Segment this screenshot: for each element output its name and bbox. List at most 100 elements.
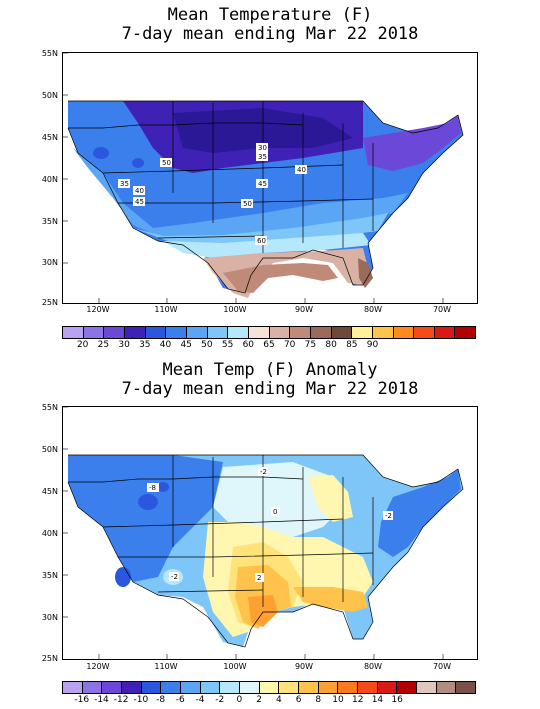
colorbar-label: 14 (371, 695, 384, 705)
colorbar-label: 12 (351, 695, 364, 705)
colorbar-cell (352, 327, 373, 338)
contour-label: 50 (243, 200, 252, 208)
lat-label: 35N (41, 217, 58, 226)
colorbar-label: -12 (113, 695, 129, 705)
colorbar-cell (417, 682, 437, 693)
colorbar-label: 0 (236, 695, 243, 705)
contour-label: -2 (385, 512, 392, 520)
lat-label: 30N (41, 613, 58, 622)
colorbar-cell (63, 682, 83, 693)
contour-label: 40 (135, 187, 144, 195)
colorbar-cell (141, 682, 162, 693)
colorbar-cell (299, 682, 319, 693)
lat-label: 40N (41, 175, 58, 184)
colorbar-label: 70 (283, 340, 296, 350)
colorbar-cell (331, 327, 353, 338)
bottom-colorbar-labels: -16 -14 -12 -10 -8 -6 -4 -2 0 2 4 6 8 10 12 14 16 (62, 695, 476, 707)
colorbar-cell (82, 682, 103, 693)
colorbar-cell (414, 327, 435, 338)
colorbar-label: 8 (315, 695, 322, 705)
colorbar-label: 35 (139, 340, 151, 350)
top-map-coastlines (67, 100, 464, 294)
bottom-map-ticks (63, 407, 444, 659)
colorbar-cell (290, 327, 311, 338)
colorbar-label: -6 (175, 695, 185, 705)
top-map-title-line2: 7-day mean ending Mar 22 2018 (121, 24, 419, 44)
lon-label: 110W (154, 662, 178, 671)
colorbar-label: -14 (94, 695, 109, 705)
colorbar-label: 4 (275, 695, 282, 705)
bottom-anomaly-map: -8 -2 0 -2 -2 2 (62, 406, 478, 660)
lat-label: 40N (41, 529, 58, 538)
contour-label: 60 (257, 237, 266, 245)
colorbar-label: 20 (76, 340, 89, 350)
lon-label: 90W (294, 662, 314, 671)
lat-label: 30N (41, 258, 58, 267)
lon-label: 70W (432, 305, 452, 314)
colorbar-label: -4 (195, 695, 205, 705)
lon-label: 120W (86, 305, 110, 314)
contour-label: 30 (258, 144, 267, 152)
colorbar-cell (83, 327, 105, 338)
lon-label: 90W (294, 305, 314, 314)
lat-label: 25N (41, 654, 58, 663)
colorbar-cell (124, 327, 146, 338)
contour-label: -2 (171, 573, 178, 581)
colorbar-cell (372, 327, 394, 338)
colorbar-cell (377, 682, 398, 693)
colorbar-cell (63, 327, 84, 338)
top-colorbar-labels: 20 25 30 35 40 45 50 55 60 65 70 75 80 85 90 (62, 340, 476, 352)
top-map-title-line1: Mean Temperature (F) (167, 5, 373, 25)
colorbar-cell (269, 327, 291, 338)
top-map-ticks (63, 53, 444, 303)
contour-label: -2 (260, 468, 267, 476)
colorbar-label: 90 (366, 340, 379, 350)
contour-label: 45 (258, 180, 267, 188)
colorbar-cell (166, 327, 187, 338)
top-colorbar (62, 326, 476, 339)
colorbar-label: 16 (391, 695, 403, 705)
colorbar-label: 6 (295, 695, 302, 705)
colorbar-cell (310, 327, 332, 338)
lon-label: 80W (363, 305, 383, 314)
contour-label: 0 (273, 508, 277, 516)
colorbar-cell (318, 682, 339, 693)
colorbar-label: 75 (304, 340, 317, 350)
lat-label: 35N (41, 571, 58, 580)
colorbar-cell (259, 682, 280, 693)
colorbar-label: 80 (325, 340, 337, 350)
colorbar-cell (122, 682, 142, 693)
colorbar-label: 50 (201, 340, 213, 350)
colorbar-label: 55 (221, 340, 234, 350)
lat-label: 50N (41, 91, 58, 100)
colorbar-cell (181, 682, 201, 693)
colorbar-cell (456, 682, 476, 693)
contour-label: -8 (149, 484, 156, 492)
lat-label: 45N (41, 487, 58, 496)
contour-label: 50 (162, 159, 171, 167)
colorbar-cell (102, 682, 123, 693)
colorbar-cell (240, 682, 260, 693)
bottom-colorbar (62, 681, 476, 694)
top-map-svg: 30 35 50 35 40 45 40 45 50 60 (63, 53, 464, 303)
colorbar-cell (145, 327, 167, 338)
top-contour-labels: 30 35 50 35 40 45 40 45 50 60 (118, 143, 307, 245)
colorbar-label: -2 (215, 695, 225, 705)
colorbar-label: -10 (133, 695, 149, 705)
colorbar-cell (434, 327, 456, 338)
lon-label: 100W (223, 662, 247, 671)
colorbar-label: 45 (180, 340, 192, 350)
contour-label: 35 (120, 180, 129, 188)
contour-label: 45 (135, 198, 144, 206)
colorbar-cell (248, 327, 270, 338)
colorbar-label: 65 (263, 340, 275, 350)
lon-label: 100W (223, 305, 247, 314)
colorbar-cell (207, 327, 229, 338)
bottom-map-coastlines (67, 454, 464, 648)
colorbar-cell (338, 682, 359, 693)
colorbar-label: -8 (156, 695, 166, 705)
colorbar-label: 2 (256, 695, 263, 705)
colorbar-cell (186, 327, 208, 338)
contour-label: 35 (258, 153, 267, 161)
colorbar-label: -16 (74, 695, 90, 705)
